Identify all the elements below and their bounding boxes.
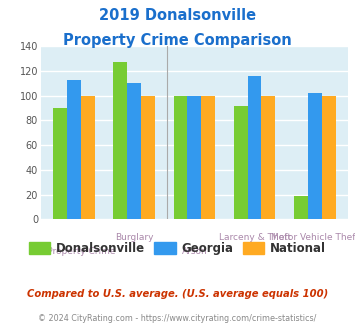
Text: Larceny & Theft: Larceny & Theft bbox=[219, 233, 291, 242]
Bar bbox=[127, 83, 141, 219]
Bar bbox=[53, 108, 67, 219]
Text: Arson: Arson bbox=[181, 247, 207, 256]
Bar bbox=[262, 96, 275, 219]
Bar bbox=[294, 196, 308, 219]
Bar bbox=[234, 106, 248, 219]
Bar bbox=[308, 93, 322, 219]
Text: Property Crime Comparison: Property Crime Comparison bbox=[63, 33, 292, 48]
Bar bbox=[67, 80, 81, 219]
Text: Motor Vehicle Theft: Motor Vehicle Theft bbox=[271, 233, 355, 242]
Bar bbox=[141, 96, 155, 219]
Bar bbox=[187, 96, 201, 219]
Bar bbox=[322, 96, 335, 219]
Bar bbox=[248, 76, 262, 219]
Bar bbox=[174, 96, 187, 219]
Bar bbox=[113, 62, 127, 219]
Text: 2019 Donalsonville: 2019 Donalsonville bbox=[99, 8, 256, 23]
Legend: Donalsonville, Georgia, National: Donalsonville, Georgia, National bbox=[24, 237, 331, 260]
Bar bbox=[201, 96, 215, 219]
Text: Compared to U.S. average. (U.S. average equals 100): Compared to U.S. average. (U.S. average … bbox=[27, 289, 328, 299]
Text: All Property Crime: All Property Crime bbox=[33, 247, 115, 256]
Bar bbox=[81, 96, 95, 219]
Text: Burglary: Burglary bbox=[115, 233, 153, 242]
Text: © 2024 CityRating.com - https://www.cityrating.com/crime-statistics/: © 2024 CityRating.com - https://www.city… bbox=[38, 314, 317, 323]
